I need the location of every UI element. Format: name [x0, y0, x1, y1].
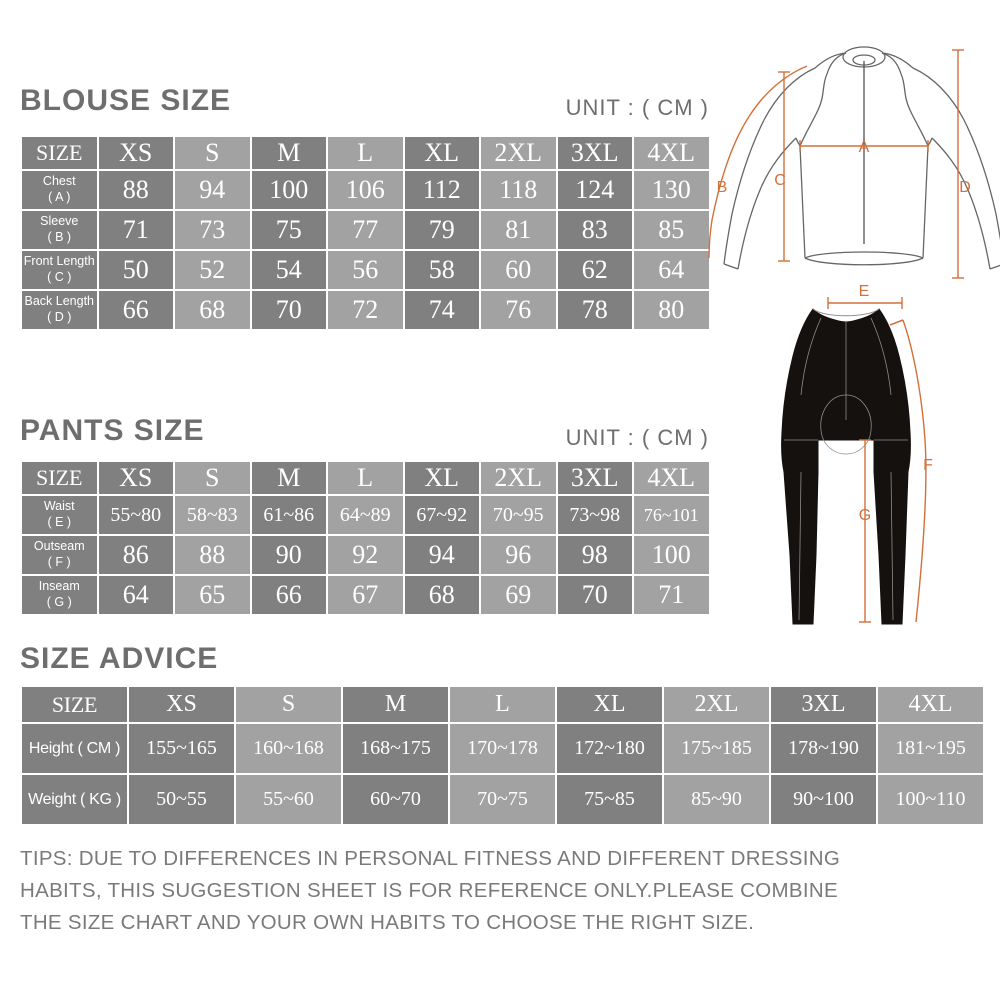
svg-text:F: F [923, 457, 933, 474]
svg-text:B: B [717, 179, 728, 196]
svg-text:E: E [859, 283, 870, 300]
svg-text:D: D [959, 179, 971, 196]
svg-text:A: A [859, 139, 870, 156]
svg-text:G: G [859, 507, 871, 524]
svg-text:C: C [774, 172, 786, 189]
